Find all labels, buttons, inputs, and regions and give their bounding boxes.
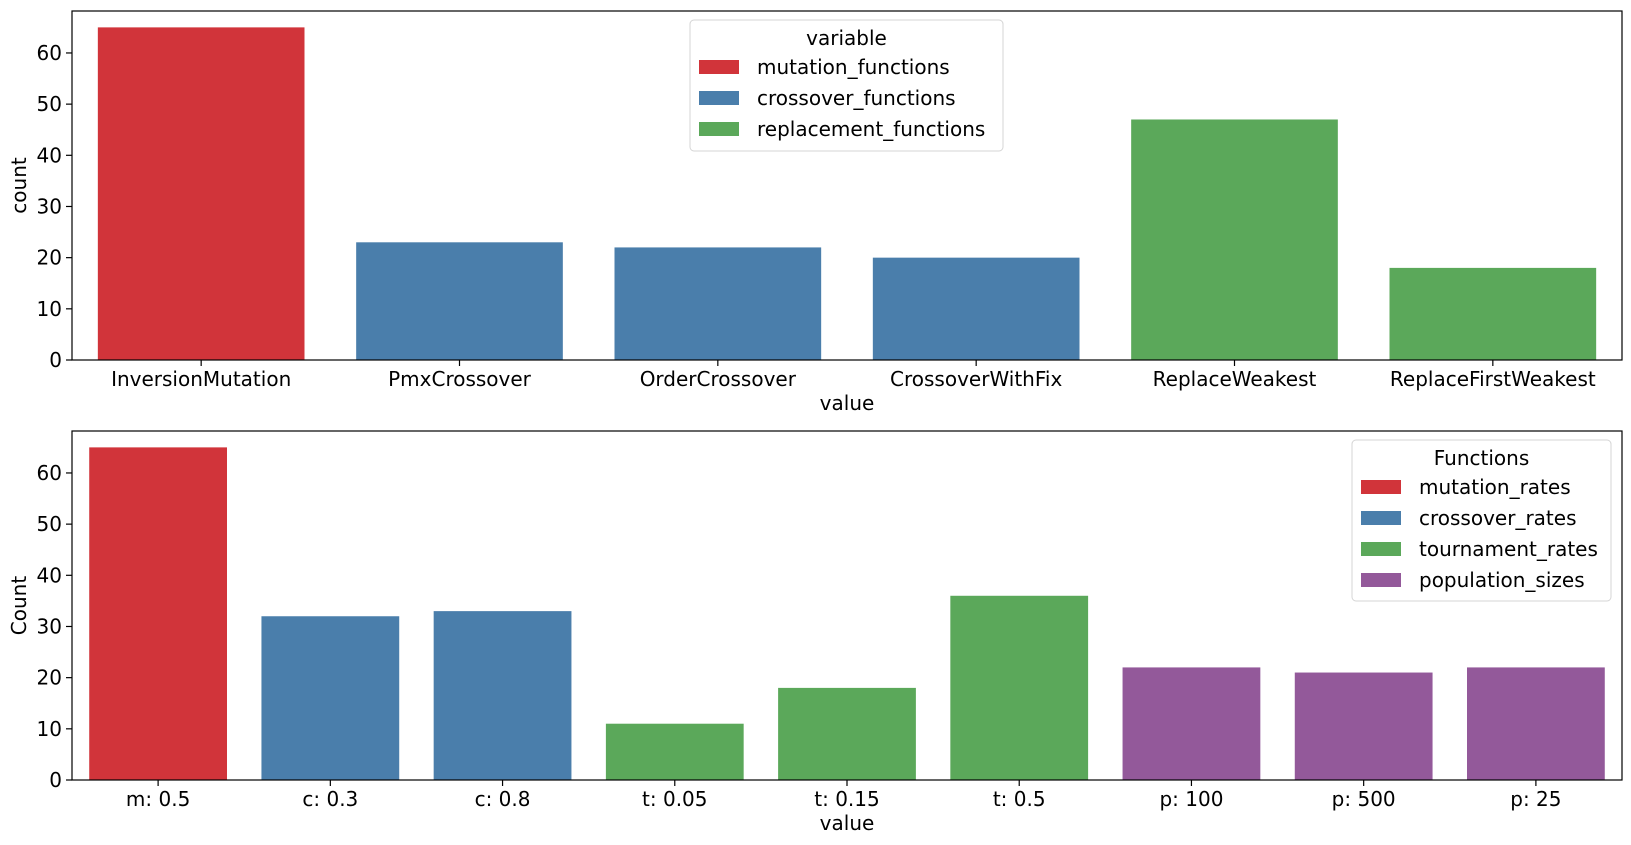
y-tick-label: 0 <box>49 768 62 792</box>
legend-swatch <box>699 122 739 136</box>
y-tick-label: 50 <box>37 92 62 116</box>
y-tick-label: 30 <box>37 614 62 638</box>
legend-swatch <box>1361 511 1401 525</box>
legend: variable mutation_functions crossover_func… <box>689 19 1004 152</box>
y-axis-label: count <box>7 157 31 214</box>
x-tick-label: CrossoverWithFix <box>890 367 1062 391</box>
x-axis-label: value <box>820 391 875 415</box>
y-tick-label: 30 <box>37 194 62 218</box>
legend-swatch <box>1361 573 1401 587</box>
y-tick-label: 20 <box>37 246 62 270</box>
bar-p-25 <box>1467 667 1605 780</box>
bar-inversionmutation <box>97 27 305 360</box>
x-tick-label: m: 0.5 <box>126 787 190 811</box>
y-tick-label: 10 <box>37 717 62 741</box>
legend-box <box>689 19 1004 152</box>
plot-frame <box>71 10 1623 361</box>
bar-replacefirstweakest <box>1389 267 1597 360</box>
legend-entry-label: population_sizes <box>1419 568 1585 592</box>
legend-title: Functions <box>1434 446 1530 470</box>
legend-entry-label: crossover_functions <box>757 86 956 110</box>
x-tick-label: c: 0.3 <box>302 787 358 811</box>
bar-replaceweakest <box>1131 119 1338 360</box>
x-tick-label: OrderCrossover <box>640 367 797 391</box>
x-tick-label: p: 100 <box>1159 787 1223 811</box>
legend-entry-label: replacement_functions <box>757 117 985 141</box>
bar-c-0-8 <box>433 611 572 780</box>
bar-t-0-05 <box>605 723 744 780</box>
y-tick-label: 60 <box>37 41 62 65</box>
bar-m-0-5 <box>89 447 227 780</box>
bar-pmxcrossover <box>356 242 563 360</box>
x-tick-label: ReplaceWeakest <box>1153 367 1317 391</box>
bar-t-0-5 <box>950 595 1089 780</box>
top-chart: 0 10 20 30 40 50 60 InversionMutation PmxCrossov… <box>7 10 1623 415</box>
y-tick-label: 10 <box>37 297 62 321</box>
legend: Functions mutation_rates crossover_ratesto… <box>1351 439 1612 602</box>
legend-entry-label: crossover_rates <box>1419 506 1577 530</box>
x-tick-label: PmxCrossover <box>388 367 532 391</box>
bar-crossoverwithfix <box>872 257 1080 360</box>
legend-swatch <box>699 91 739 105</box>
y-tick-label: 50 <box>37 512 62 536</box>
legend-box <box>1351 439 1612 602</box>
bar-ordercrossover <box>614 247 822 360</box>
legend-swatch <box>699 60 739 74</box>
bar-p-100 <box>1122 667 1261 780</box>
x-tick-label: t: 0.5 <box>993 787 1046 811</box>
bottom-chart: 0 10 20 30 40 50 60 m: 0.5 c: 0.3 c: 0.8 t: 0.05 t:… <box>7 430 1623 835</box>
legend-entry-label: mutation_rates <box>1419 475 1571 499</box>
x-tick-label: InversionMutation <box>111 367 291 391</box>
legend-entry-label: mutation_functions <box>757 55 950 79</box>
x-axis-label: value <box>820 811 875 835</box>
x-tick-label: ReplaceFirstWeakest <box>1390 367 1596 391</box>
x-tick-label: c: 0.8 <box>475 787 531 811</box>
legend-entry-label: tournament_rates <box>1419 537 1598 561</box>
x-tick-label: t: 0.05 <box>642 787 707 811</box>
y-tick-label: 0 <box>49 348 62 372</box>
y-tick-label: 60 <box>37 461 62 485</box>
legend-swatch <box>1361 542 1401 556</box>
y-tick-label: 40 <box>37 143 62 167</box>
bar-c-0-3 <box>261 616 400 780</box>
y-tick-label: 40 <box>37 563 62 587</box>
y-axis-label: Count <box>7 576 31 636</box>
x-tick-label: t: 0.15 <box>814 787 879 811</box>
x-tick-label: p: 500 <box>1332 787 1396 811</box>
x-tick-label: p: 25 <box>1510 787 1561 811</box>
legend-title: variable <box>806 26 887 50</box>
bar-p-500 <box>1294 672 1433 780</box>
legend-swatch <box>1361 480 1401 494</box>
y-tick-label: 20 <box>37 666 62 690</box>
bar-t-0-15 <box>778 687 916 780</box>
